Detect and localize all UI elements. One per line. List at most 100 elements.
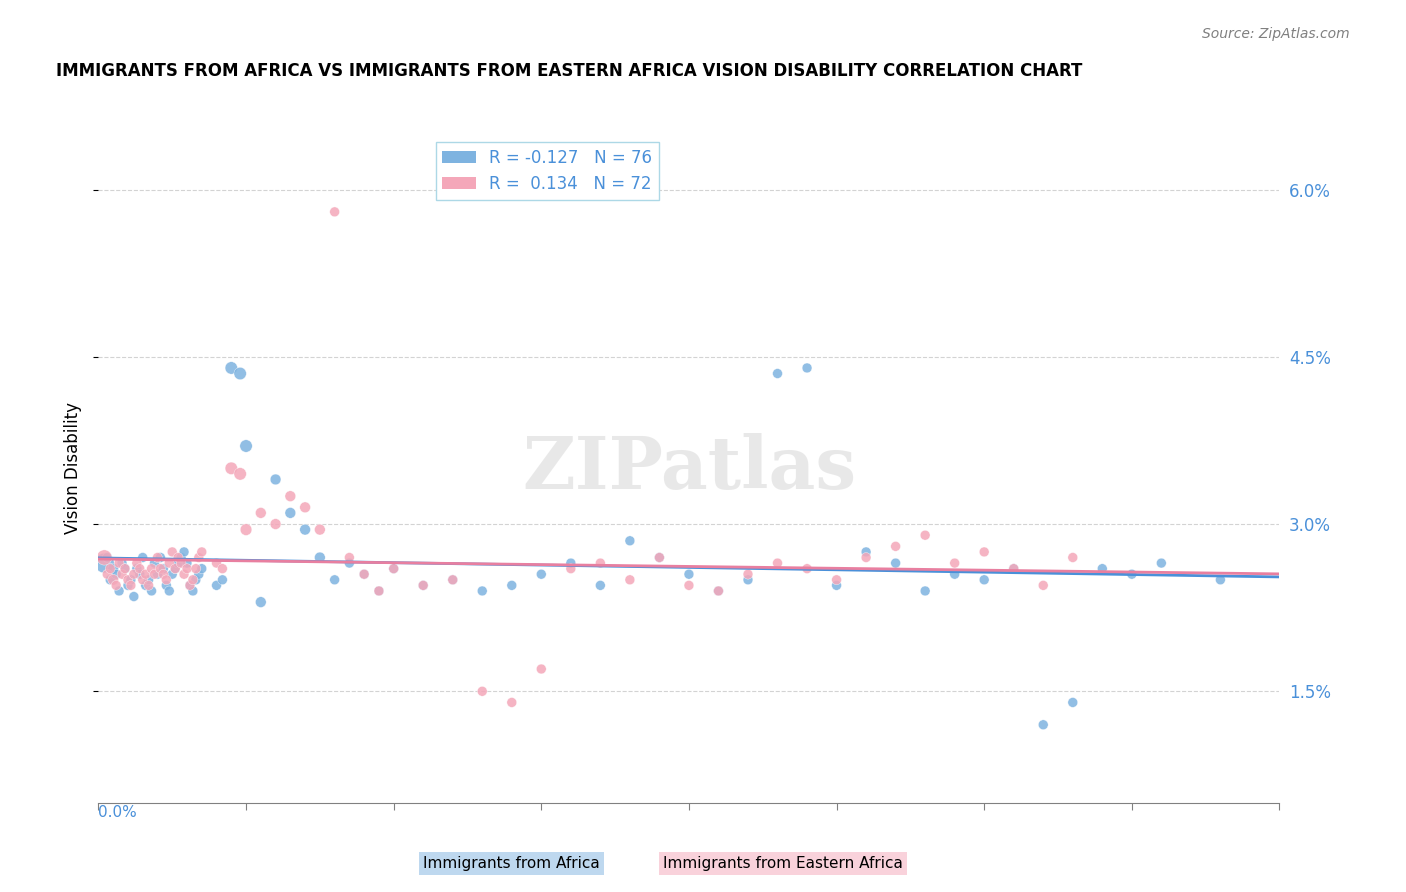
Point xyxy=(471,684,494,698)
Point xyxy=(103,573,125,587)
Text: Source: ZipAtlas.com: Source: ZipAtlas.com xyxy=(1202,27,1350,41)
Point xyxy=(678,567,700,582)
Point xyxy=(382,562,405,576)
Point xyxy=(825,578,848,592)
Point xyxy=(530,567,553,582)
Point xyxy=(176,556,198,570)
Point xyxy=(122,567,145,582)
Point xyxy=(501,578,523,592)
Point xyxy=(339,550,360,565)
Point xyxy=(825,573,848,587)
Point xyxy=(155,578,177,592)
Point xyxy=(441,573,464,587)
Point xyxy=(152,562,174,576)
Point xyxy=(105,567,128,582)
Point xyxy=(235,439,257,453)
Point xyxy=(128,562,150,576)
Point xyxy=(155,573,177,587)
Point xyxy=(1062,550,1084,565)
Point xyxy=(250,506,273,520)
Point xyxy=(229,467,252,481)
Point xyxy=(219,461,242,475)
Point xyxy=(211,562,233,576)
Y-axis label: Vision Disability: Vision Disability xyxy=(63,402,82,534)
Point xyxy=(181,573,204,587)
Point xyxy=(132,550,155,565)
Point xyxy=(323,573,346,587)
Point xyxy=(111,556,134,570)
Point xyxy=(678,578,700,592)
Point xyxy=(294,523,316,537)
Point xyxy=(707,584,730,599)
Point xyxy=(93,556,115,570)
Point xyxy=(191,562,214,576)
Point xyxy=(173,545,195,559)
Point xyxy=(165,562,187,576)
Point xyxy=(560,562,582,576)
Point xyxy=(648,550,671,565)
Point xyxy=(184,573,207,587)
Point xyxy=(179,578,201,592)
Point xyxy=(973,545,995,559)
Point xyxy=(441,573,464,587)
Point xyxy=(1209,573,1232,587)
Point xyxy=(323,205,346,219)
Point xyxy=(501,696,523,710)
Point xyxy=(235,523,257,537)
Point xyxy=(187,567,209,582)
Point xyxy=(914,584,936,599)
Point xyxy=(560,556,582,570)
Point xyxy=(181,584,204,599)
Point xyxy=(98,562,121,576)
Point xyxy=(309,523,332,537)
Point xyxy=(138,578,160,592)
Point xyxy=(294,500,316,515)
Point xyxy=(368,584,391,599)
Point xyxy=(114,562,136,576)
Point xyxy=(353,567,375,582)
Point xyxy=(766,556,789,570)
Point xyxy=(382,562,405,576)
Point xyxy=(117,573,139,587)
Point xyxy=(1150,556,1173,570)
Point xyxy=(339,556,360,570)
Point xyxy=(229,367,252,381)
Point xyxy=(412,578,434,592)
Point xyxy=(184,562,207,576)
Point xyxy=(368,584,391,599)
Point xyxy=(796,562,818,576)
Point xyxy=(1062,696,1084,710)
Point xyxy=(1032,578,1054,592)
Point xyxy=(619,533,641,548)
Point xyxy=(187,550,209,565)
Point xyxy=(1002,562,1025,576)
Point xyxy=(108,584,131,599)
Point xyxy=(855,545,877,559)
Point xyxy=(93,550,115,565)
Point xyxy=(211,573,233,587)
Point xyxy=(170,550,193,565)
Point xyxy=(278,489,302,503)
Point xyxy=(884,539,907,553)
Text: Immigrants from Africa: Immigrants from Africa xyxy=(423,856,600,871)
Point xyxy=(120,578,142,592)
Point xyxy=(179,578,201,592)
Point xyxy=(128,567,150,582)
Point xyxy=(353,567,375,582)
Point xyxy=(141,584,163,599)
Point xyxy=(707,584,730,599)
Point xyxy=(125,556,148,570)
Point xyxy=(264,517,287,532)
Point xyxy=(619,573,641,587)
Point xyxy=(412,578,434,592)
Point xyxy=(796,361,818,376)
Point xyxy=(530,662,553,676)
Point xyxy=(167,556,190,570)
Point xyxy=(141,562,163,576)
Point xyxy=(766,367,789,381)
Point xyxy=(1032,717,1054,731)
Point xyxy=(114,562,136,576)
Point xyxy=(146,567,169,582)
Point xyxy=(309,550,332,565)
Point xyxy=(143,556,166,570)
